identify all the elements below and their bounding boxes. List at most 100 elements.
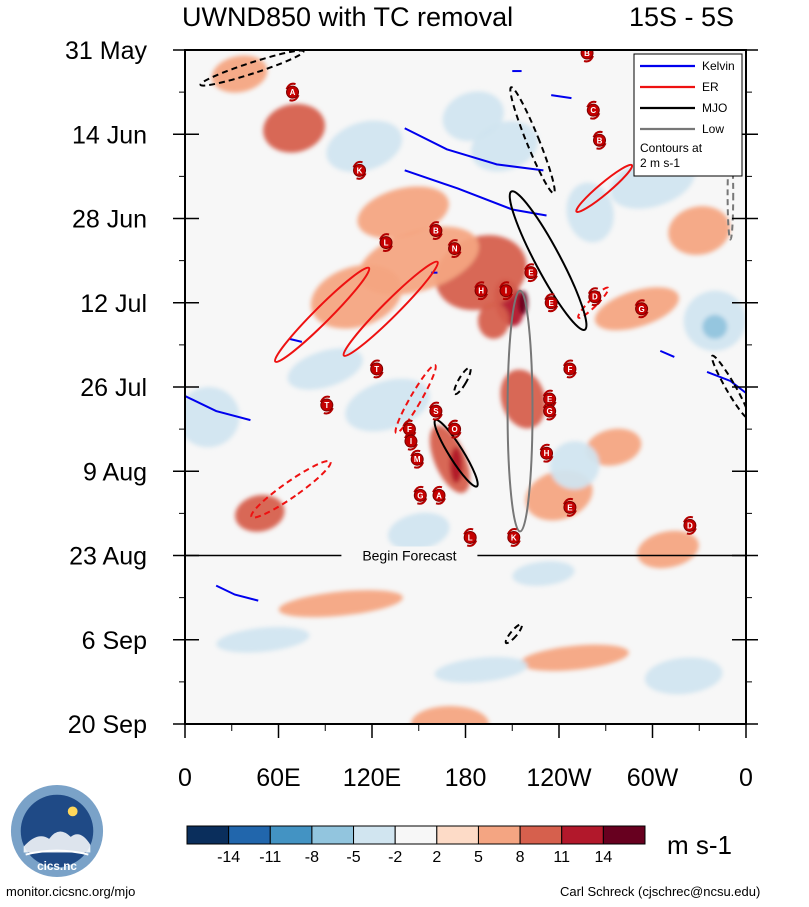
y-tick-label-8: 20 Sep xyxy=(68,711,147,739)
y-tick-label-7: 6 Sep xyxy=(82,627,147,655)
axis-ticks xyxy=(173,49,758,738)
mjo-contour-6 xyxy=(508,190,588,331)
tc-marker-label-19: G xyxy=(547,407,553,416)
anomaly-patch-22 xyxy=(470,121,538,172)
anomaly-patch-36 xyxy=(387,512,450,551)
mjo-contour-10 xyxy=(453,366,472,396)
legend-label-mjo: MJO xyxy=(702,101,727,115)
colorbar: -14 -11 -8 -5 -2 2 5 8 11 14 xyxy=(186,825,646,866)
y-tick-label-5: 9 Aug xyxy=(83,458,147,486)
colorbar-swatch-10 xyxy=(602,825,646,845)
tc-marker-9: H xyxy=(474,281,489,301)
tc-marker-19: G xyxy=(542,401,557,421)
tc-marker-label-8: E xyxy=(528,269,534,278)
tc-marker-label-6: L xyxy=(384,239,389,248)
tc-marker-2: C xyxy=(586,100,601,120)
anomaly-patch-24 xyxy=(702,314,728,339)
mjo-contour-8 xyxy=(199,50,305,87)
footer-website: monitor.cicsnc.org/mjo xyxy=(6,884,136,899)
tc-marker-label-7: N xyxy=(452,245,458,254)
low-contour-13 xyxy=(506,289,534,533)
anomaly-patch-25 xyxy=(549,441,600,490)
tc-marker-label-2: C xyxy=(590,106,596,115)
tc-marker-4: K xyxy=(352,160,367,180)
forecast-label-background xyxy=(341,546,478,565)
colorbar-label-8: 11 xyxy=(553,849,570,866)
anomaly-patch-18 xyxy=(520,644,629,671)
y-tick-label-3: 12 Jul xyxy=(80,290,147,318)
colorbar-swatch-6 xyxy=(436,825,479,845)
logo-wordmark: cics.nc xyxy=(37,860,77,873)
colorbar-swatch-0 xyxy=(186,825,230,845)
tc-marker-label-18: S xyxy=(433,407,439,416)
anomaly-patch-16 xyxy=(585,428,642,466)
y-tick-label-0: 31 May xyxy=(65,37,147,65)
x-tick-label-6: 0 xyxy=(739,764,753,792)
y-tick-label-2: 28 Jun xyxy=(72,206,147,234)
tc-marker-label-12: E xyxy=(549,299,555,308)
kelvin-contour-7 xyxy=(659,349,675,358)
anomaly-patch-12 xyxy=(263,103,326,153)
colorbar-label-7: 8 xyxy=(516,849,525,866)
x-tick-label-3: 180 xyxy=(445,764,487,792)
legend-label-kelvin: Kelvin xyxy=(702,59,735,73)
tc-marker-label-9: H xyxy=(478,287,484,296)
tc-marker-6: L xyxy=(379,233,393,253)
anomaly-patch-27 xyxy=(326,120,403,173)
anomaly-patch-10 xyxy=(500,369,546,429)
tc-marker-11: D xyxy=(587,287,602,307)
latitude-band-label: 15S - 5S xyxy=(629,2,735,32)
kelvin-contour-2 xyxy=(185,395,251,422)
x-axis-tick-labels: 0 60E 120E 180 120W 60W 0 xyxy=(178,764,753,792)
tc-marker-label-23: H xyxy=(544,449,550,458)
tc-marker-label-21: O xyxy=(451,425,457,434)
colorbar-label-0: -14 xyxy=(217,849,240,866)
tc-marker-27: E xyxy=(562,497,577,517)
tc-marker-16: T xyxy=(319,395,334,415)
tc-marker-21: O xyxy=(447,419,462,439)
tc-marker-28: D xyxy=(682,515,697,535)
footer-author: Carl Schreck (cjschrec@ncsu.edu) xyxy=(560,884,761,899)
tc-marker-label-0: B xyxy=(584,49,590,58)
y-axis-tick-labels: 31 May 14 Jun 28 Jun 12 Jul 26 Jul 9 Aug 23 Au… xyxy=(65,37,147,739)
tc-marker-18: S xyxy=(428,401,443,421)
colorbar-label-1: -11 xyxy=(259,849,281,866)
er-contour-4 xyxy=(250,459,332,519)
y-tick-label-6: 23 Aug xyxy=(69,543,147,571)
logo-wave xyxy=(25,849,89,856)
tc-marker-5: B xyxy=(428,221,443,240)
x-tick-label-5: 60W xyxy=(627,764,679,792)
tc-marker-label-17: E xyxy=(547,395,553,404)
x-tick-label-4: 120W xyxy=(526,764,592,792)
anomaly-patch-17 xyxy=(278,590,403,618)
tc-marker-label-27: E xyxy=(567,503,573,512)
tc-marker-label-11: D xyxy=(592,293,598,302)
forecast-start-label: Begin Forecast xyxy=(362,548,456,564)
logo-inner-disc xyxy=(20,794,94,868)
wave-contours xyxy=(185,50,746,645)
mjo-contour-11 xyxy=(710,354,746,420)
anomaly-patch-26 xyxy=(345,378,430,432)
colorbar-units: m s-1 xyxy=(667,830,732,860)
tc-marker-label-15: F xyxy=(567,365,572,374)
tc-marker-13: G xyxy=(634,299,649,319)
colorbar-swatch-1 xyxy=(228,825,271,845)
legend-label-low: Low xyxy=(702,122,724,136)
tc-marker-22: I xyxy=(404,431,418,451)
colorbar-swatch-9 xyxy=(561,825,604,845)
tc-marker-label-26: A xyxy=(436,491,442,500)
tc-marker-label-16: T xyxy=(324,401,329,410)
anomaly-patch-34 xyxy=(512,561,575,586)
tc-marker-24: M xyxy=(410,449,425,469)
tc-marker-label-29: L xyxy=(468,533,473,542)
colorbar-swatch-5 xyxy=(394,825,438,845)
logo-mountains xyxy=(23,831,91,853)
tc-marker-label-14: T xyxy=(374,365,379,374)
tc-marker-label-30: K xyxy=(511,533,517,542)
y-tick-label-1: 14 Jun xyxy=(72,121,147,149)
anomaly-patch-30 xyxy=(287,348,363,390)
tc-marker-23: H xyxy=(539,443,554,463)
colorbar-swatch-3 xyxy=(311,825,355,845)
